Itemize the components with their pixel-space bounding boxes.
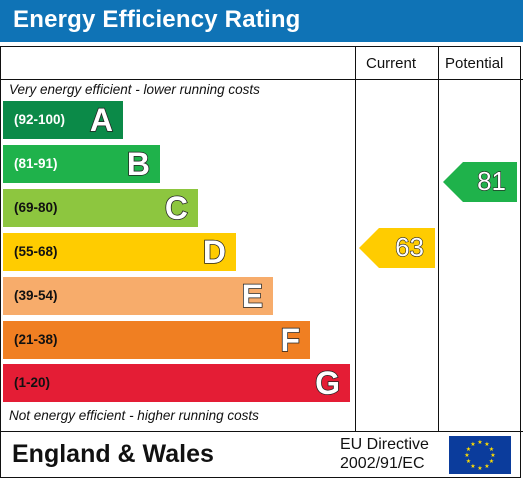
potential-column-divider bbox=[438, 46, 439, 432]
svg-text:★: ★ bbox=[484, 441, 489, 448]
band-letter: B bbox=[126, 145, 151, 183]
band-g: (1-20) G bbox=[3, 364, 350, 402]
band-range-label: (55-68) bbox=[14, 244, 58, 259]
band-range-label: (21-38) bbox=[14, 332, 58, 347]
band-range-label: (39-54) bbox=[14, 288, 58, 303]
current-column-header: Current bbox=[366, 55, 417, 72]
top-note: Very energy efficient - lower running co… bbox=[9, 82, 260, 97]
eu-directive-line1: EU Directive bbox=[340, 436, 429, 453]
band-f: (21-38) F bbox=[3, 321, 310, 359]
svg-text:★: ★ bbox=[489, 446, 494, 453]
band-letter: A bbox=[89, 101, 114, 139]
band-letter: G bbox=[314, 364, 340, 402]
potential-rating-value: 81 bbox=[476, 165, 506, 196]
current-rating-arrow: 63 bbox=[359, 228, 435, 268]
band-d: (55-68) D bbox=[3, 233, 236, 271]
region-label: England & Wales bbox=[12, 440, 214, 468]
svg-text:★: ★ bbox=[477, 465, 482, 472]
band-range-label: (81-91) bbox=[14, 156, 58, 171]
eu-stars: ★ ★ ★ ★ ★ ★ ★ ★ ★ ★ ★ ★ bbox=[464, 439, 495, 472]
band-letter: C bbox=[164, 189, 189, 227]
current-column-divider bbox=[355, 46, 356, 432]
current-rating-value: 63 bbox=[394, 231, 424, 262]
svg-text:★: ★ bbox=[466, 458, 471, 465]
band-letter: F bbox=[280, 321, 301, 359]
eu-directive-line2: 2002/91/EC bbox=[340, 455, 425, 472]
band-e: (39-54) E bbox=[3, 277, 273, 315]
potential-arrow-shape bbox=[443, 162, 517, 202]
current-arrow-shape bbox=[359, 228, 435, 268]
band-letter: E bbox=[241, 277, 264, 315]
band-range-label: (69-80) bbox=[14, 200, 58, 215]
svg-text:★: ★ bbox=[490, 452, 495, 459]
svg-text:★: ★ bbox=[470, 441, 475, 448]
svg-text:★: ★ bbox=[466, 446, 471, 453]
potential-column-header: Potential bbox=[445, 55, 504, 72]
page-title: Energy Efficiency Rating bbox=[13, 6, 301, 33]
eu-directive: EU Directive 2002/91/EC bbox=[340, 435, 429, 473]
footer-divider bbox=[0, 431, 523, 432]
rating-frame bbox=[0, 46, 521, 478]
band-range-label: (1-20) bbox=[14, 375, 51, 390]
band-letter: D bbox=[202, 233, 227, 271]
column-header-divider bbox=[0, 79, 523, 80]
band-b: (81-91) B bbox=[3, 145, 160, 183]
band-range-label: (92-100) bbox=[14, 112, 66, 127]
svg-text:★: ★ bbox=[484, 463, 489, 470]
svg-text:★: ★ bbox=[489, 458, 494, 465]
svg-text:★: ★ bbox=[464, 452, 469, 459]
potential-rating-arrow: 81 bbox=[443, 162, 517, 202]
band-a: (92-100) A bbox=[3, 101, 123, 139]
band-c: (69-80) C bbox=[3, 189, 198, 227]
svg-text:★: ★ bbox=[470, 463, 475, 470]
header-bar: Energy Efficiency Rating bbox=[0, 0, 523, 42]
bottom-note: Not energy efficient - higher running co… bbox=[9, 408, 259, 423]
svg-text:★: ★ bbox=[477, 439, 482, 446]
eu-flag-icon: ★ ★ ★ ★ ★ ★ ★ ★ ★ ★ ★ ★ bbox=[449, 436, 511, 474]
